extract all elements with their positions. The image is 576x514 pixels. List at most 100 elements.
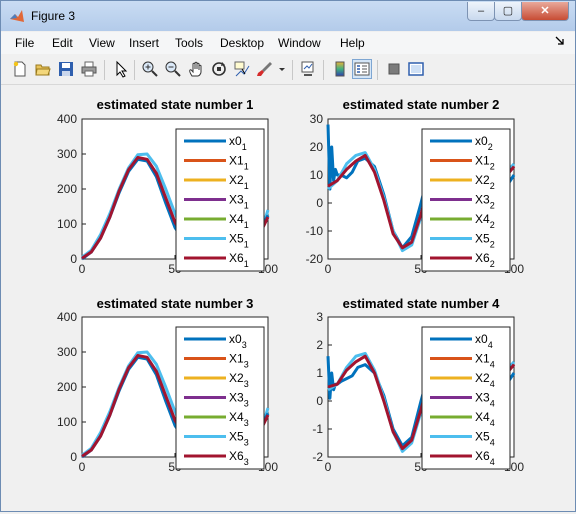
legend-label: X14 — [475, 352, 495, 370]
y-tick-label: 30 — [310, 112, 324, 126]
x-tick-label: 0 — [325, 262, 332, 276]
legend-label: X54 — [475, 430, 495, 448]
y-tick-label: 400 — [57, 112, 77, 126]
legend-label: X21 — [229, 173, 249, 191]
menu-desktop[interactable]: Desktop — [220, 36, 265, 50]
legend-label: X62 — [475, 251, 495, 269]
menu-file[interactable]: File — [15, 36, 35, 50]
hide-plot-tools-icon[interactable] — [385, 60, 403, 78]
menu-edit[interactable]: Edit — [52, 36, 73, 50]
menu-insert[interactable]: Insert — [129, 36, 160, 50]
data-cursor-icon[interactable] — [233, 60, 251, 78]
toolbar-separator — [104, 60, 105, 80]
brush-dropdown-icon[interactable] — [277, 60, 287, 78]
legend-label: X34 — [475, 391, 495, 409]
y-tick-label: 0 — [70, 252, 77, 266]
legend-label: x03 — [229, 332, 247, 350]
y-tick-label: 0 — [70, 450, 77, 464]
colorbar-icon[interactable] — [331, 60, 349, 78]
y-tick-label: -10 — [306, 224, 324, 238]
toolbar — [1, 56, 575, 85]
x-tick-label: 0 — [79, 262, 86, 276]
legend-label: x01 — [229, 134, 247, 152]
minimize-button[interactable]: – — [467, 2, 495, 21]
legend-label: X52 — [475, 232, 495, 250]
dock-arrow-icon[interactable] — [555, 36, 565, 46]
y-tick-label: 100 — [57, 415, 77, 429]
legend-label: x02 — [475, 134, 493, 152]
link-plot-icon[interactable] — [299, 60, 317, 78]
legend-icon[interactable] — [352, 59, 372, 79]
subplot-1-title: estimated state number 1 — [97, 97, 254, 112]
pan-hand-icon[interactable] — [187, 60, 205, 78]
maximize-button[interactable]: ▢ — [494, 2, 522, 21]
legend-label: X33 — [229, 391, 249, 409]
new-figure-icon[interactable] — [11, 60, 29, 78]
menu-view[interactable]: View — [89, 36, 115, 50]
legend-label: x04 — [475, 332, 493, 350]
y-tick-label: 300 — [57, 345, 77, 359]
legend-label: X64 — [475, 449, 495, 467]
y-tick-label: 0 — [316, 394, 323, 408]
legend-label: X61 — [229, 251, 249, 269]
toolbar-separator — [323, 60, 324, 80]
y-tick-label: 100 — [57, 217, 77, 231]
legend-label: X32 — [475, 193, 495, 211]
legend-label: X44 — [475, 410, 495, 428]
y-tick-label: 1 — [316, 366, 323, 380]
legend-label: X42 — [475, 212, 495, 230]
y-tick-label: 20 — [310, 140, 324, 154]
matlab-logo-icon — [10, 10, 24, 22]
toolbar-separator — [134, 60, 135, 80]
print-icon[interactable] — [80, 60, 98, 78]
menu-bar: File Edit View Insert Tools Desktop Wind… — [1, 32, 575, 54]
close-button[interactable]: ✕ — [521, 2, 569, 21]
y-tick-label: 200 — [57, 380, 77, 394]
legend-label: X41 — [229, 212, 249, 230]
x-tick-label: 0 — [325, 460, 332, 474]
legend-label: X11 — [229, 154, 249, 172]
open-file-icon[interactable] — [34, 60, 52, 78]
pointer-icon[interactable] — [112, 60, 130, 78]
subplot-2-title: estimated state number 2 — [343, 97, 500, 112]
legend-label: X53 — [229, 430, 249, 448]
y-tick-label: -1 — [312, 422, 323, 436]
save-icon[interactable] — [57, 60, 75, 78]
window-title: Figure 3 — [31, 9, 76, 23]
legend-label: X31 — [229, 193, 249, 211]
y-tick-label: 200 — [57, 182, 77, 196]
y-tick-label: 2 — [316, 338, 323, 352]
legend-label: X23 — [229, 371, 249, 389]
brush-icon[interactable] — [256, 60, 274, 78]
menu-help[interactable]: Help — [340, 36, 365, 50]
zoom-out-icon[interactable] — [164, 60, 182, 78]
y-tick-label: -20 — [306, 252, 324, 266]
menu-tools[interactable]: Tools — [175, 36, 204, 50]
legend-label: X12 — [475, 154, 495, 172]
legend-label: X22 — [475, 173, 495, 191]
legend-label: X63 — [229, 449, 249, 467]
subplot-4-title: estimated state number 4 — [343, 296, 501, 311]
rotate-3d-icon[interactable] — [210, 60, 228, 78]
show-plot-tools-icon[interactable] — [407, 60, 425, 78]
title-bar: Figure 3 – ▢ ✕ — [1, 1, 575, 31]
y-tick-label: 0 — [316, 196, 323, 210]
y-tick-label: -2 — [312, 450, 323, 464]
zoom-in-icon[interactable] — [141, 60, 159, 78]
figure-canvas: estimated state number 1 0 100 200 300 400 0 5… — [1, 87, 575, 511]
subplot-3-title: estimated state number 3 — [97, 296, 254, 311]
menu-window[interactable]: Window — [278, 36, 321, 50]
x-tick-label: 0 — [79, 460, 86, 474]
toolbar-separator — [377, 60, 378, 80]
